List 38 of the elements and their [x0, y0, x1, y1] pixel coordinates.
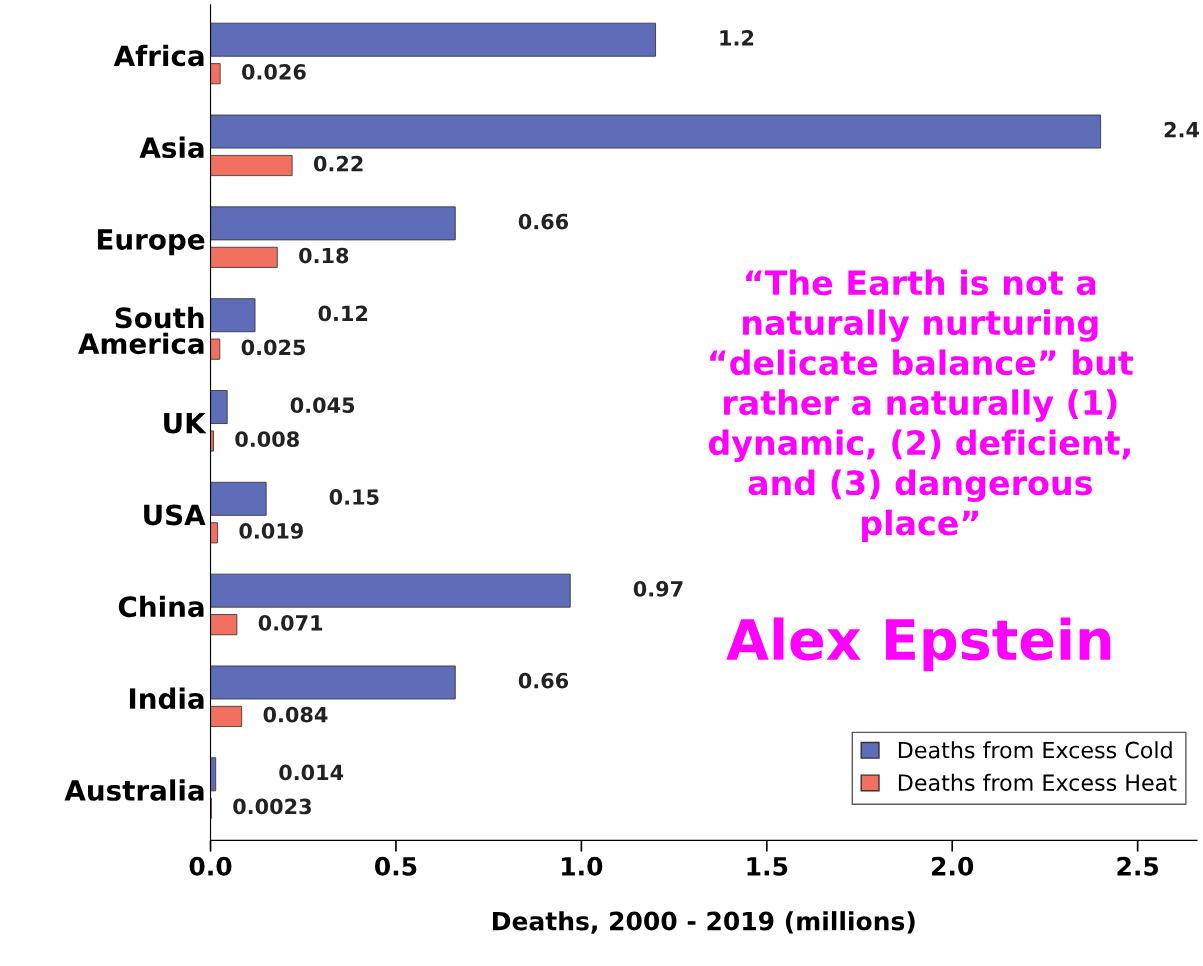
data-label: 0.97	[633, 580, 683, 597]
annotation: Alex Epstein	[726, 617, 1111, 672]
data-label: 2.4	[1164, 121, 1200, 138]
legend-label: Deaths from Excess Heat	[898, 773, 1177, 792]
data-label: 0.025	[241, 339, 306, 356]
y-tick-label: Asia	[139, 136, 204, 159]
x-tick-label: 0.5	[375, 856, 417, 876]
y-tick-label: Australia	[64, 779, 204, 801]
y-tick-label: Africa	[113, 44, 204, 67]
y-tick-label: USA	[144, 504, 206, 526]
legend-label: Deaths from Excess Cold	[898, 741, 1172, 759]
x-tick-label: 2.0	[932, 856, 974, 876]
data-label: 0.014	[279, 764, 344, 781]
data-label: 0.66	[518, 672, 569, 689]
x-tick-label: 2.5	[1117, 856, 1159, 876]
data-label: 0.12	[318, 305, 368, 322]
data-label: 0.0023	[233, 798, 311, 815]
data-label: 0.22	[313, 155, 363, 172]
data-label: 0.045	[290, 397, 355, 414]
data-label: 0.008	[235, 431, 299, 448]
x-tick-label: 1.0	[562, 856, 603, 876]
data-label: 0.019	[239, 523, 303, 539]
x-tick-label: 0.0	[189, 856, 232, 876]
data-label: 0.084	[263, 706, 328, 723]
y-tick-label: Europe	[97, 229, 205, 256]
y-tick-label: UK	[164, 412, 207, 434]
data-label: 0.66	[518, 213, 569, 230]
data-label: 0.071	[258, 614, 323, 631]
data-label: 1.2	[720, 30, 754, 46]
data-label: 0.18	[299, 247, 349, 264]
x-tick-label: 1.5	[747, 857, 788, 876]
y-tick-label: India	[129, 687, 204, 710]
y-tick-label: China	[118, 595, 204, 618]
annotation: “The Earth is not a naturally nurturing “delicate balance” but rather a naturally (1) dynamic, (2) deficient, and (3) dangerous place”	[708, 269, 1134, 542]
x-axis-title: Deaths, 2000 - 2019 (millions)	[493, 911, 915, 934]
y-tick-label: South America	[78, 306, 204, 355]
data-label: 0.15	[329, 489, 379, 505]
data-label: 0.026	[242, 63, 306, 80]
